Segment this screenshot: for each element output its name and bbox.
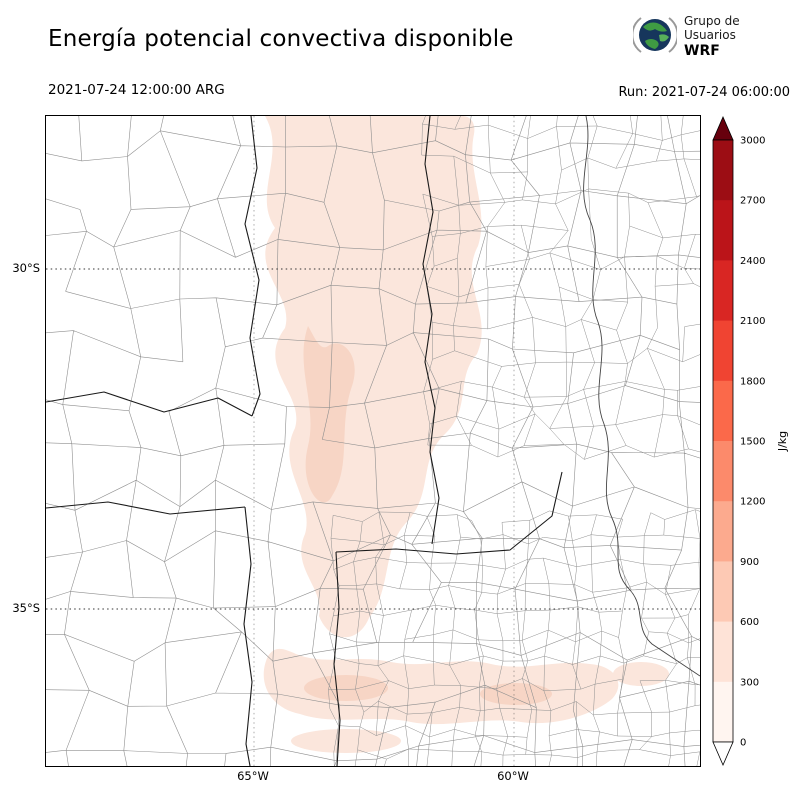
colorbar-segment	[713, 681, 733, 743]
logo-line-1: Grupo de	[684, 13, 740, 28]
colorbar-segment	[713, 501, 733, 562]
cape-shading	[263, 116, 669, 753]
lon-tick-60w: 60°W	[497, 769, 529, 783]
colorbar-tick-label: 600	[740, 617, 759, 628]
valid-time-label: 2021-07-24 12:00:00 ARG	[48, 82, 225, 98]
lat-tick-35s: 35°S	[12, 601, 40, 615]
colorbar-tick-label: 1500	[740, 437, 765, 448]
logo-line-2: Usuarios	[684, 28, 736, 43]
province-boundaries	[46, 116, 563, 766]
colorbar-segment	[713, 621, 733, 683]
wrf-logo-text: Grupo de Usuarios WRF	[684, 14, 740, 60]
colorbar-segment	[713, 140, 733, 201]
colorbar-segment	[713, 441, 733, 502]
logo-line-3: WRF	[684, 43, 720, 60]
globe-icon	[631, 12, 679, 62]
lon-tick-65w: 65°W	[237, 769, 269, 783]
colorbar-tick-label: 300	[740, 677, 759, 688]
colorbar-tick-label: 1800	[740, 376, 765, 387]
colorbar-unit-label: J/kg	[776, 431, 789, 452]
wrf-logo: Grupo de Usuarios WRF	[631, 12, 740, 62]
colorbar-segment	[713, 200, 733, 261]
colorbar-tick-label: 0	[740, 738, 746, 749]
colorbar-under-arrow	[712, 741, 734, 767]
colorbar-tick-label: 2100	[740, 316, 765, 327]
colorbar-segment	[713, 260, 733, 321]
colorbar-tick-label: 2400	[740, 256, 765, 267]
colorbar-segment	[713, 320, 733, 382]
department-boundaries	[46, 116, 700, 766]
run-time-label: Run: 2021-07-24 06:00:00	[618, 85, 790, 100]
colorbar-segment	[713, 561, 733, 622]
gridlines	[46, 116, 700, 766]
page-title: Energía potencial convectiva disponible	[48, 26, 514, 52]
colorbar-tick-label: 2700	[740, 196, 765, 207]
colorbar-over-arrow	[712, 115, 734, 141]
colorbar-tick-label: 1200	[740, 497, 765, 508]
parana-river	[583, 116, 700, 677]
colorbar-segment	[713, 380, 733, 442]
colorbar-tick-label: 900	[740, 557, 759, 568]
map-panel	[45, 115, 701, 767]
colorbar-tick-label: 3000	[740, 136, 765, 147]
colorbar: 3000 2700 2400 2100 1800 1500 1200 900 600 300 0 J/…	[712, 115, 800, 768]
lat-tick-30s: 30°S	[12, 261, 40, 275]
